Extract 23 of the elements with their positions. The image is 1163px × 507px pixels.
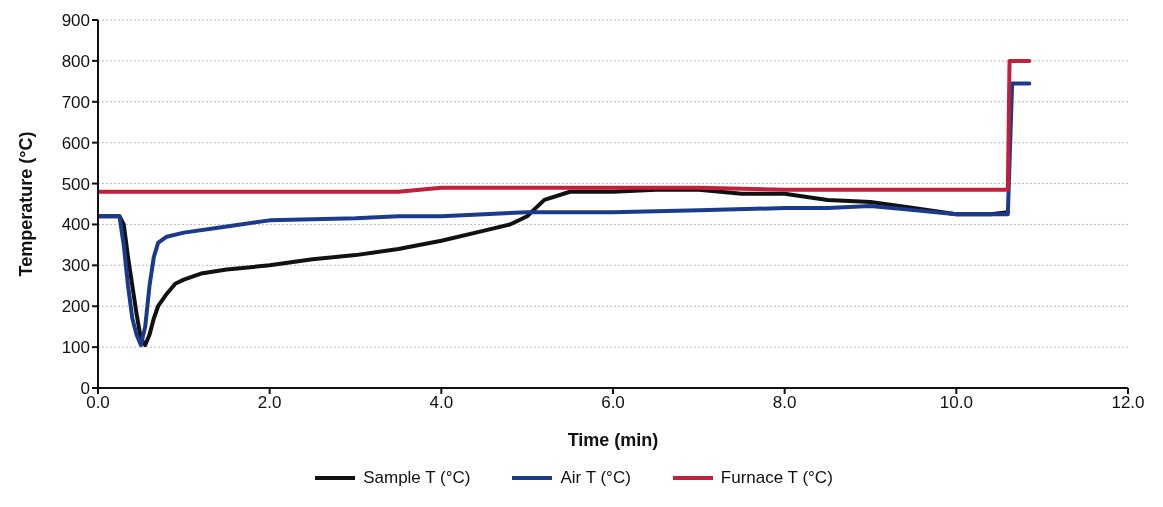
y-tick-label: 700 bbox=[61, 92, 90, 112]
x-tick-label: 0.0 bbox=[86, 393, 110, 413]
y-tick-label: 300 bbox=[61, 256, 90, 276]
legend-label: Air T (°C) bbox=[559, 468, 631, 488]
y-axis-title: Temperature (°C) bbox=[16, 131, 37, 277]
y-tick-label: 800 bbox=[61, 51, 90, 71]
y-tick-label: 900 bbox=[61, 11, 90, 31]
line-series bbox=[98, 81, 1032, 348]
x-tick-label: 8.0 bbox=[772, 393, 797, 413]
x-tick-label: 4.0 bbox=[429, 393, 454, 413]
y-tick-label: 200 bbox=[61, 297, 90, 317]
legend-label: Sample T (°C) bbox=[362, 468, 471, 488]
y-tick-label: 600 bbox=[61, 133, 90, 153]
line-series bbox=[98, 58, 1032, 194]
legend-label: Furnace T (°C) bbox=[719, 468, 833, 488]
x-axis-title: Time (min) bbox=[567, 430, 659, 450]
y-tick-label: 100 bbox=[61, 338, 90, 358]
y-tick-label: 400 bbox=[61, 215, 90, 235]
x-tick-label: 10.0 bbox=[939, 393, 973, 413]
y-tick-label: 500 bbox=[61, 174, 90, 194]
x-tick-label: 2.0 bbox=[257, 393, 282, 413]
x-tick-label: 12.0 bbox=[1111, 393, 1145, 413]
x-tick-label: 6.0 bbox=[601, 393, 625, 413]
